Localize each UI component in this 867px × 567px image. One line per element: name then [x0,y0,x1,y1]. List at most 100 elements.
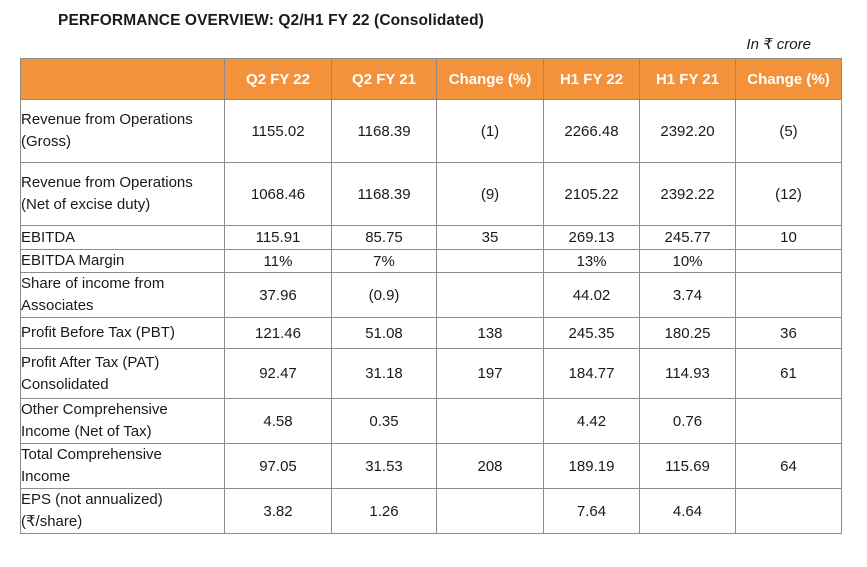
table-cell [436,249,544,273]
table-cell: (1) [436,99,544,163]
row-label: Total Comprehensive Income [20,443,225,489]
table-cell: 2392.20 [639,99,736,163]
table-cell: 115.91 [224,225,332,250]
row-label-line: EPS (not annualized) [21,491,163,508]
table-cell: 1155.02 [224,99,332,163]
row-label: Profit Before Tax (PBT) [20,317,225,349]
row-label: Share of income from Associates [20,272,225,318]
table-cell: 2392.22 [639,162,736,226]
row-label-line: (₹/share) [21,513,83,530]
table-cell: 115.69 [639,443,736,489]
row-label-line: (Gross) [21,133,71,150]
table-cell: 114.93 [639,348,736,399]
table-cell [436,272,544,318]
table-row: EBITDA 115.91 85.75 35 269.13 245.77 10 [20,225,842,250]
table-cell: 4.42 [543,398,640,444]
table-cell: (9) [436,162,544,226]
column-header: Q2 FY 21 [331,58,437,100]
table-row: Total Comprehensive Income 97.05 31.53 208 18… [20,443,842,489]
table-cell: 0.76 [639,398,736,444]
table-cell: 7% [331,249,437,273]
row-label-line: Share of income from [21,275,165,292]
table-cell: 1168.39 [331,162,437,226]
table-cell: 7.64 [543,488,640,534]
table-cell: 85.75 [331,225,437,250]
table-row: EPS (not annualized) (₹/share) 3.82 1.26 7.6… [20,488,842,534]
table-row: Revenue from Operations (Net of excise du… [20,162,842,226]
table-row: Share of income from Associates 37.96 (0.9)… [20,272,842,318]
table-cell: 3.74 [639,272,736,318]
table-cell: 0.35 [331,398,437,444]
row-label: Revenue from Operations (Net of excise du… [20,162,225,226]
unit-note: In ₹ crore [746,36,811,53]
table-cell: 3.82 [224,488,332,534]
row-label-line: EBITDA [21,228,76,246]
table-cell: 189.19 [543,443,640,489]
column-header: H1 FY 22 [543,58,640,100]
table-cell: 35 [436,225,544,250]
row-label: EPS (not annualized) (₹/share) [20,488,225,534]
table-cell: 2105.22 [543,162,640,226]
column-header [20,58,225,100]
row-label-line: Income [21,468,71,485]
table-cell [436,398,544,444]
column-header: Change (%) [436,58,544,100]
row-label-line: Associates [21,297,94,314]
column-header: Q2 FY 22 [224,58,332,100]
row-label-line: Profit Before Tax (PBT) [21,324,175,341]
table-cell [735,398,842,444]
table-row: Other Comprehensive Income (Net of Tax) 4.… [20,398,842,444]
table-row: Profit After Tax (PAT) Consolidated 92.47 3… [20,348,842,399]
table-cell [735,272,842,318]
table-cell: 1168.39 [331,99,437,163]
table-cell: 4.58 [224,398,332,444]
table-row: Profit Before Tax (PBT) 121.46 51.08 138 245… [20,317,842,349]
column-header: Change (%) [735,58,842,100]
table-row: EBITDA Margin 11% 7% 13% 10% [20,249,842,273]
table-cell: 197 [436,348,544,399]
table-cell [436,488,544,534]
table-cell: 10 [735,225,842,250]
table-cell: 37.96 [224,272,332,318]
table-cell: 11% [224,249,332,273]
table-cell: 44.02 [543,272,640,318]
row-label-line: Consolidated [21,375,109,393]
table-cell: 36 [735,317,842,349]
row-label: Profit After Tax (PAT) Consolidated [20,348,225,399]
row-label-line: Revenue from Operations [21,111,193,128]
table-cell: 269.13 [543,225,640,250]
table-cell: 31.18 [331,348,437,399]
table-cell [735,249,842,273]
table-cell: 245.35 [543,317,640,349]
table-cell: (5) [735,99,842,163]
row-label-line: Total Comprehensive [21,446,162,463]
column-header: H1 FY 21 [639,58,736,100]
table-cell: 61 [735,348,842,399]
row-label-line: EBITDA Margin [21,252,125,269]
row-label: EBITDA [20,225,225,250]
table-cell: 245.77 [639,225,736,250]
table-cell: 10% [639,249,736,273]
table-cell: 1.26 [331,488,437,534]
table-cell: 64 [735,443,842,489]
table-cell: 180.25 [639,317,736,349]
table-cell: 138 [436,317,544,349]
table-cell: 1068.46 [224,162,332,226]
table-cell: 208 [436,443,544,489]
row-label: EBITDA Margin [20,249,225,273]
row-label-line: Revenue from Operations [21,174,193,191]
table-cell: 4.64 [639,488,736,534]
table-cell: 97.05 [224,443,332,489]
table-cell: 2266.48 [543,99,640,163]
table-header-row: Q2 FY 22 Q2 FY 21 Change (%) H1 FY 22 H1… [20,58,842,100]
row-label-line: Profit After Tax (PAT) [21,353,160,371]
row-label-line: Income (Net of Tax) [21,423,152,440]
page-title: PERFORMANCE OVERVIEW: Q2/H1 FY 22 (Conso… [58,12,484,29]
row-label: Other Comprehensive Income (Net of Tax) [20,398,225,444]
table-cell [735,488,842,534]
table-cell: (12) [735,162,842,226]
row-label: Revenue from Operations (Gross) [20,99,225,163]
row-label-line: Other Comprehensive [21,401,168,418]
performance-table: Q2 FY 22 Q2 FY 21 Change (%) H1 FY 22 H1… [20,58,842,534]
table-cell: 13% [543,249,640,273]
